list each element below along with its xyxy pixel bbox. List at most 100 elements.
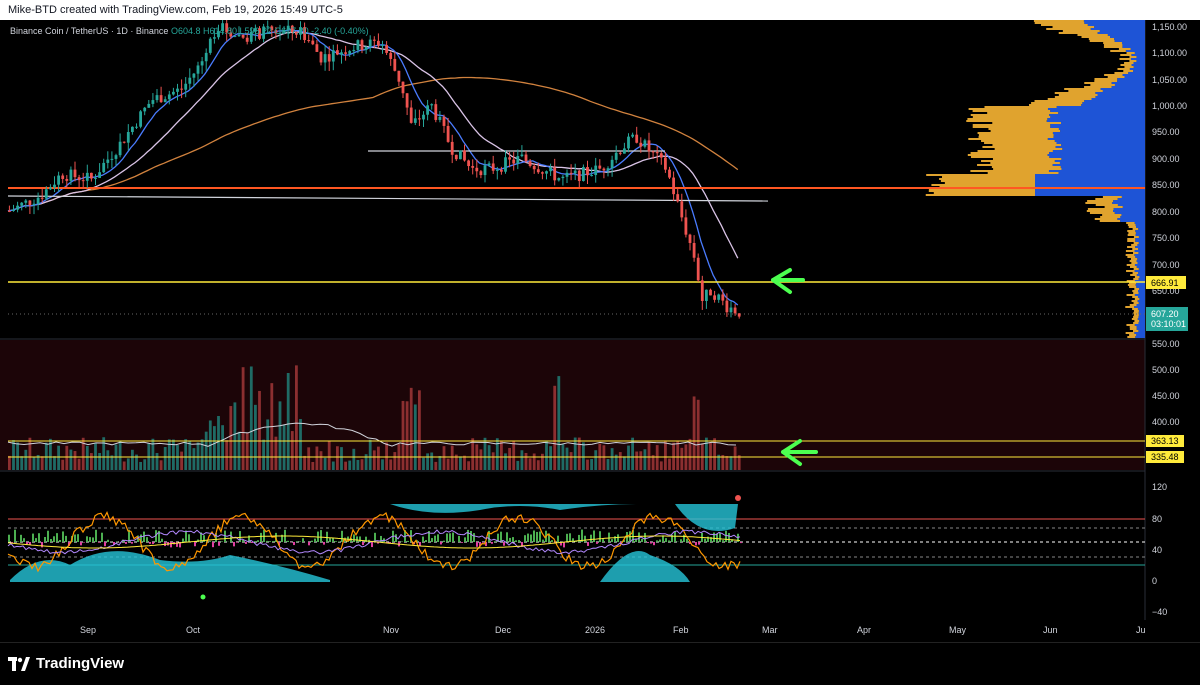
volume-profile-bar: [995, 148, 1063, 150]
candle-body: [328, 54, 331, 61]
volume-profile-bar: [1134, 236, 1139, 238]
candle-body: [475, 168, 478, 171]
osc-histogram-bar: [86, 536, 88, 542]
volume-profile-bar: [1138, 330, 1145, 332]
volume-bar: [586, 460, 589, 470]
osc-histogram-bar: [59, 540, 61, 542]
tradingview-logo[interactable]: TradingView: [8, 655, 124, 672]
volume-bar: [193, 448, 196, 470]
candle-body: [49, 188, 52, 190]
volume-profile-bar: [979, 136, 1054, 138]
volume-profile-bar: [991, 130, 1060, 132]
volume-bar: [221, 425, 224, 470]
osc-histogram-bar: [527, 534, 529, 542]
volume-bar: [607, 459, 610, 470]
osc-histogram-bar: [74, 535, 76, 542]
volume-bar: [500, 441, 503, 470]
candle-body: [685, 217, 688, 234]
volume-bar: [53, 456, 56, 470]
osc-histogram-bar: [185, 531, 187, 542]
volume-bar: [402, 401, 405, 470]
volume-bar: [348, 461, 351, 470]
osc-histogram-bar: [644, 533, 646, 542]
osc-histogram-bar: [587, 542, 589, 546]
osc-histogram-bar: [617, 534, 619, 542]
osc-histogram-bar: [695, 542, 697, 545]
volume-profile-bar: [1129, 60, 1136, 62]
volume-profile-bar: [1113, 200, 1145, 202]
candle-body: [480, 171, 483, 175]
osc-histogram-bar: [506, 532, 508, 542]
osc-histogram-bar: [269, 541, 271, 542]
osc-histogram-bar: [287, 541, 289, 542]
chart-area[interactable]: 1,150.00 1,100.00 1,050.00 1,000.00 950.…: [0, 20, 1200, 642]
volume-pane[interactable]: [0, 340, 1145, 470]
volume-axis[interactable]: 500.00 450.00 400.00 363.13 335.48: [1146, 365, 1184, 463]
volume-profile-bar: [969, 108, 1048, 110]
volume-profile-bar: [1138, 290, 1145, 292]
candle-body: [20, 203, 23, 206]
volume-bar: [57, 446, 60, 470]
candle-body: [553, 168, 556, 181]
price-chart-canvas[interactable]: 1,150.00 1,100.00 1,050.00 1,000.00 950.…: [0, 20, 1200, 642]
volume-profile-bar: [1035, 176, 1145, 178]
volume-profile-bar: [1094, 78, 1117, 80]
osc-histogram-bar: [491, 542, 493, 544]
volume-bar: [373, 450, 376, 470]
candle-body: [676, 194, 679, 201]
osc-histogram-bar: [329, 538, 331, 542]
volume-profile-bar: [1035, 194, 1145, 196]
candle-body: [709, 290, 712, 296]
osc-tick: 0: [1152, 576, 1157, 586]
volume-profile-bar: [1137, 258, 1145, 260]
volume-profile-bar: [1112, 82, 1145, 84]
oscillator-axis[interactable]: 120 80 40 0 −40: [1152, 482, 1167, 617]
volume-profile-bar: [1131, 244, 1137, 246]
volume-bar: [508, 448, 511, 470]
volume-profile-bar: [1048, 154, 1145, 156]
volume-profile-bar: [1137, 262, 1145, 264]
volume-profile-bar: [1122, 196, 1145, 198]
osc-histogram-bar: [26, 542, 28, 544]
volume-profile-bar: [1122, 42, 1145, 44]
volume-bar: [467, 461, 470, 470]
volume-profile-bar: [1127, 230, 1135, 232]
volume-profile-bar: [1049, 114, 1145, 116]
osc-histogram-bar: [518, 540, 520, 542]
volume-profile-bar: [1100, 220, 1120, 222]
volume-profile-bar: [1130, 304, 1137, 306]
osc-histogram-bar: [566, 534, 568, 542]
candle-body: [639, 143, 642, 147]
volume-bar: [328, 441, 331, 470]
volume-profile-bar: [1029, 104, 1081, 106]
candle-body: [443, 117, 446, 126]
volume-profile-bar: [1135, 264, 1145, 266]
volume-bar: [24, 450, 27, 470]
volume-profile-bar: [931, 184, 1035, 186]
osc-histogram-bar: [296, 541, 298, 542]
volume-bar: [537, 460, 540, 470]
candle-body: [422, 115, 425, 120]
volume-profile-bar: [1103, 90, 1145, 92]
osc-histogram-bar: [236, 542, 238, 543]
candle-body: [652, 151, 655, 152]
volume-profile-bar: [977, 164, 1053, 166]
price-axis[interactable]: 1,150.00 1,100.00 1,050.00 1,000.00 950.…: [1146, 22, 1188, 349]
osc-histogram-bar: [65, 536, 67, 542]
volume-bar: [283, 424, 286, 470]
candle-body: [492, 163, 495, 170]
candle-body: [410, 108, 413, 123]
time-axis[interactable]: Sep Oct Nov Dec 2026 Feb Mar Apr May Jun…: [80, 625, 1146, 635]
candle-body: [344, 52, 347, 54]
volume-profile-bar: [1053, 150, 1145, 152]
ohlc-change: -2.40 (-0.40%): [311, 26, 369, 36]
volume-bar: [480, 449, 483, 470]
price-tick: 1,000.00: [1152, 101, 1187, 111]
osc-histogram-bar: [17, 541, 19, 542]
candle-body: [160, 95, 163, 102]
symbol-legend[interactable]: Binance Coin / TetherUS · 1D · Binance O…: [10, 26, 369, 36]
volume-bar: [623, 456, 626, 470]
volume-bar: [74, 451, 77, 470]
candle-body: [147, 104, 150, 108]
candle-body: [459, 150, 462, 159]
